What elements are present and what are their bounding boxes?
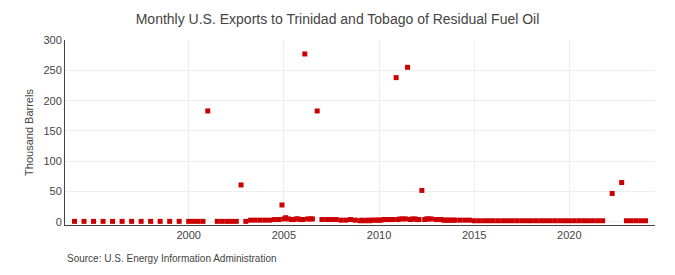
svg-text:Monthly U.S. Exports to Trinid: Monthly U.S. Exports to Trinidad and Tob… xyxy=(136,11,540,27)
svg-text:2015: 2015 xyxy=(462,229,486,241)
svg-text:Source: U.S. Energy Informatio: Source: U.S. Energy Information Administ… xyxy=(67,253,277,264)
svg-text:Thousand Barrels: Thousand Barrels xyxy=(23,89,35,176)
svg-text:2020: 2020 xyxy=(557,229,581,241)
svg-text:50: 50 xyxy=(50,185,62,197)
svg-text:2010: 2010 xyxy=(367,229,391,241)
svg-text:0: 0 xyxy=(56,216,62,228)
svg-text:100: 100 xyxy=(43,155,61,167)
svg-text:300: 300 xyxy=(43,34,61,46)
svg-text:2005: 2005 xyxy=(272,229,296,241)
svg-text:150: 150 xyxy=(43,125,61,137)
svg-text:250: 250 xyxy=(43,64,61,76)
svg-text:200: 200 xyxy=(43,95,61,107)
svg-text:2000: 2000 xyxy=(176,229,200,241)
